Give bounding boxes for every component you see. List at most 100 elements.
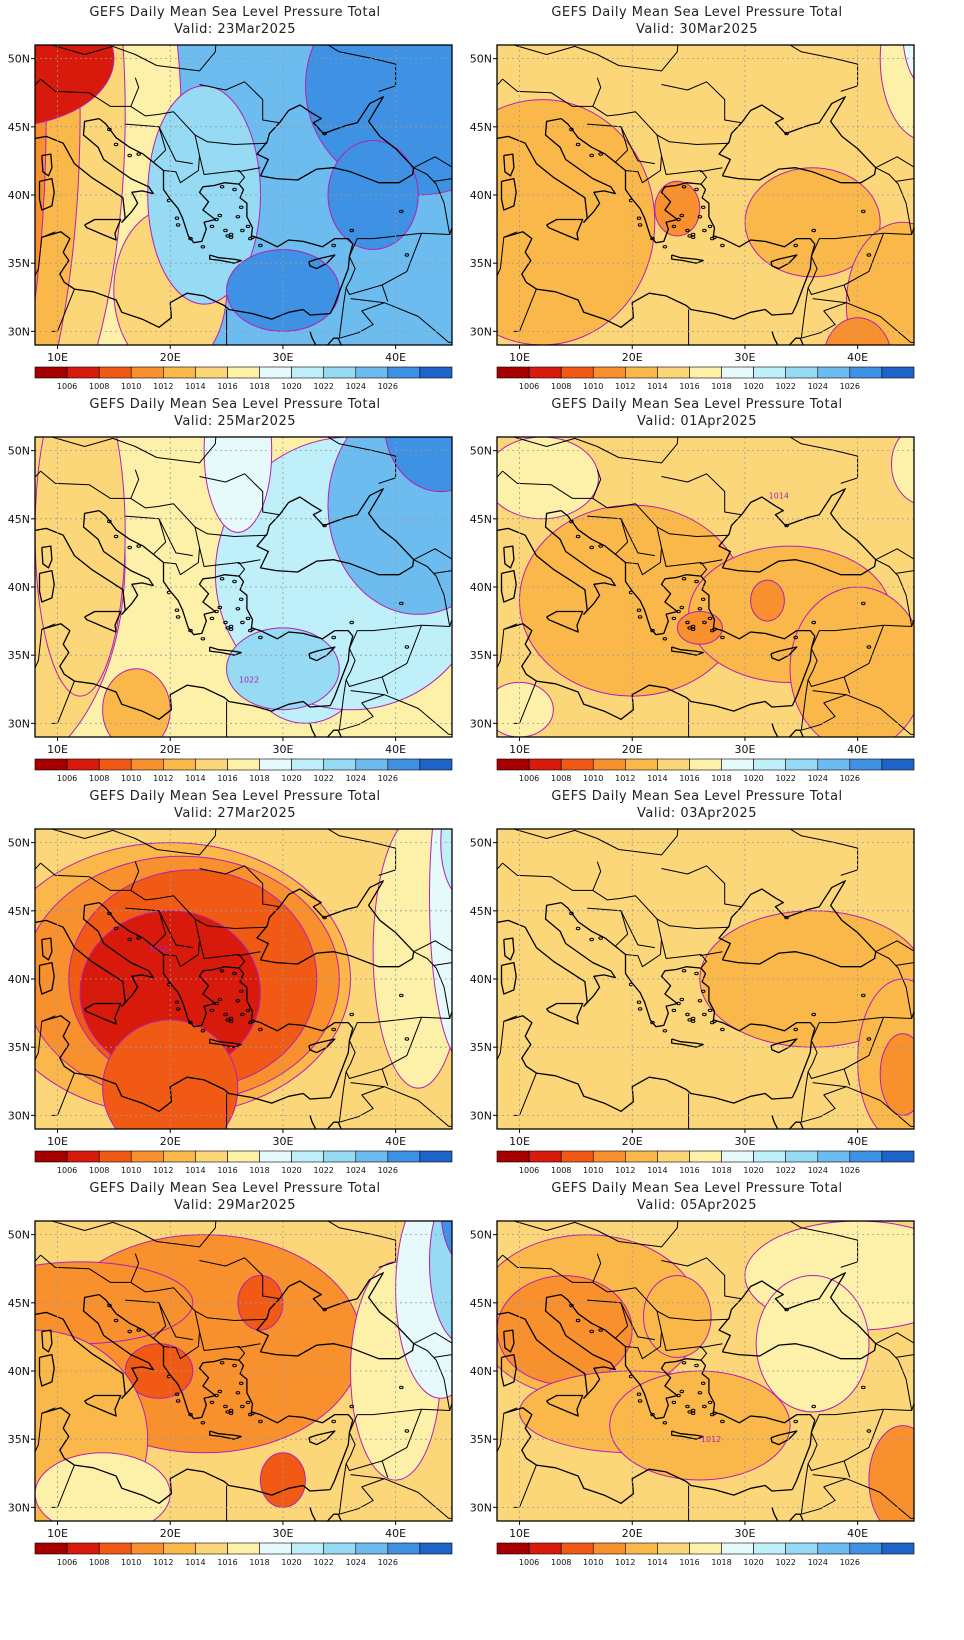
colorbar-swatch	[163, 1150, 196, 1163]
colorbar-swatch	[881, 1542, 915, 1555]
island	[175, 615, 181, 619]
coastline	[546, 218, 584, 241]
isobar-region	[609, 1370, 791, 1481]
colorbar-label: 1024	[808, 1558, 828, 1567]
island	[209, 1008, 215, 1013]
map-figure: 50N 45N 40N 35N 30N 10E 20E 30E 40E 1006 1008 1010 1…	[470, 828, 915, 1175]
island	[166, 198, 172, 203]
country-border	[846, 1086, 914, 1128]
coastline	[771, 1507, 804, 1521]
coastline	[98, 1294, 354, 1490]
country-border	[677, 437, 745, 438]
island	[107, 519, 112, 524]
country-border	[381, 1460, 389, 1478]
lon-tick-label: 40E	[385, 351, 406, 364]
isobar-label: 1006	[149, 945, 169, 954]
colorbar-swatch	[817, 758, 851, 771]
coastline	[209, 254, 242, 264]
island	[598, 936, 603, 940]
island	[240, 228, 245, 233]
map-figure: 1012 50N 45N 40N 35N 30N 10E 20E 30E 40E 1006 1008 1…	[470, 1220, 915, 1567]
isobar-region	[497, 437, 599, 520]
island	[793, 1027, 799, 1032]
colorbar-label: 1006	[57, 774, 77, 783]
country-border	[125, 123, 167, 163]
island	[331, 635, 337, 640]
island	[404, 253, 410, 257]
island	[235, 1391, 241, 1395]
colorbar-swatch	[130, 1150, 164, 1163]
map-figure: 1014 50N 45N 40N 35N 30N 10E 20E 30E 40E 1006 1008 1…	[470, 436, 915, 783]
colorbar-swatch	[98, 366, 132, 379]
coastline	[38, 177, 55, 211]
colorbar-label: 1010	[583, 1558, 603, 1567]
colorbar-swatch	[785, 1542, 819, 1555]
country-border	[502, 78, 662, 184]
colorbar-label: 1018	[711, 774, 731, 783]
lat-tick-label: 30N	[470, 1109, 492, 1122]
coastline	[671, 1430, 704, 1440]
island	[598, 544, 603, 548]
coastline	[41, 231, 331, 328]
island	[322, 915, 327, 920]
island	[679, 997, 685, 1002]
country-border	[51, 829, 217, 856]
colorbar-label: 1014	[647, 382, 667, 391]
country-border	[875, 951, 913, 1019]
map-figure: 1014 50N 45N 40N 35N 30N 10E 20E 30E 40E 1006 1008 1…	[470, 44, 915, 391]
lon-tick-label: 20E	[622, 351, 643, 364]
island	[175, 223, 181, 227]
country-border	[620, 1302, 655, 1341]
colorbar-swatch	[163, 758, 196, 771]
country-border	[413, 951, 451, 1019]
coastline	[309, 1115, 342, 1129]
island	[245, 1400, 251, 1405]
colorbar-label: 1008	[551, 1558, 571, 1567]
country-border	[810, 232, 884, 257]
island	[712, 1019, 717, 1024]
island	[232, 971, 237, 976]
lat-tick-label: 50N	[8, 837, 30, 850]
island	[200, 1029, 206, 1033]
country-border	[810, 624, 884, 649]
colorbar-swatch	[323, 758, 357, 771]
island	[188, 236, 193, 241]
colorbar-swatch	[34, 1542, 68, 1555]
colorbar-swatch	[355, 758, 389, 771]
colorbar-label: 1014	[185, 1558, 205, 1567]
country-border	[744, 437, 859, 484]
island	[690, 1411, 696, 1416]
country-border	[194, 918, 268, 929]
coastline	[497, 509, 616, 615]
island	[700, 205, 706, 210]
country-border	[587, 515, 629, 555]
coastline	[718, 96, 877, 184]
island	[223, 228, 228, 233]
country-border	[875, 1343, 913, 1411]
country-border	[384, 302, 452, 344]
island	[637, 615, 643, 619]
map-panel: GEFS Daily Mean Sea Level Pressure Total…	[0, 1176, 470, 1576]
map-figure: 50N 45N 40N 35N 30N 10E 20E 30E 40E 1006 1008 1010 1…	[8, 1220, 453, 1567]
colorbar-label: 1026	[378, 774, 398, 783]
country-border	[199, 547, 246, 577]
coastline	[546, 610, 584, 633]
coastline	[500, 961, 517, 995]
coastline	[41, 937, 53, 961]
coastline	[35, 1293, 154, 1399]
island	[349, 1012, 355, 1017]
island	[694, 187, 699, 192]
country-border	[413, 167, 451, 235]
colorbar-swatch	[323, 1150, 357, 1163]
lon-tick-label: 10E	[47, 351, 68, 364]
colorbar-swatch	[496, 1150, 530, 1163]
island	[697, 1391, 703, 1395]
country-border	[502, 862, 662, 968]
island	[214, 1393, 219, 1398]
island	[681, 969, 687, 973]
lat-tick-label: 40N	[470, 1365, 492, 1378]
island	[217, 213, 223, 218]
lat-tick-label: 40N	[8, 973, 30, 986]
country-border	[40, 1254, 200, 1360]
colorbar-label: 1016	[217, 774, 237, 783]
